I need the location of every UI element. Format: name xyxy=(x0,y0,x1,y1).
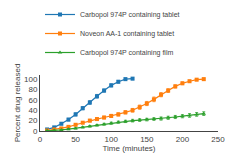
svg-text:60: 60 xyxy=(28,96,37,105)
svg-text:0: 0 xyxy=(38,135,43,144)
svg-text:Percent drug released: Percent drug released xyxy=(13,64,22,143)
svg-text:100: 100 xyxy=(24,75,38,84)
svg-text:0: 0 xyxy=(33,127,38,136)
svg-text:250: 250 xyxy=(211,135,225,144)
svg-text:150: 150 xyxy=(140,135,154,144)
svg-text:80: 80 xyxy=(28,85,37,94)
svg-text:100: 100 xyxy=(105,135,119,144)
svg-text:50: 50 xyxy=(71,135,80,144)
svg-text:Time (minutes): Time (minutes) xyxy=(102,144,155,153)
svg-text:Carbopol 974P containing table: Carbopol 974P containing tablet xyxy=(80,11,180,19)
svg-text:40: 40 xyxy=(28,106,37,115)
svg-text:20: 20 xyxy=(28,116,37,125)
svg-text:Noveon AA-1 containing tablet: Noveon AA-1 containing tablet xyxy=(80,30,174,38)
svg-text:200: 200 xyxy=(176,135,190,144)
svg-text:Carbopol 974P containing film: Carbopol 974P containing film xyxy=(80,49,173,57)
